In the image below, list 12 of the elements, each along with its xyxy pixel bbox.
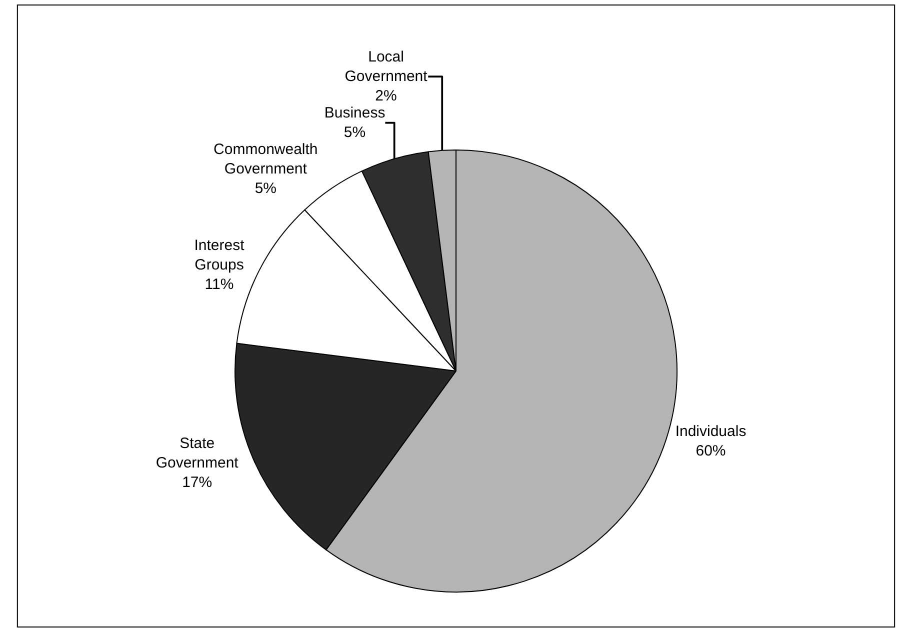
data-label: 5% xyxy=(254,180,277,198)
slice-label: Local Government xyxy=(344,48,428,86)
data-label: 5% xyxy=(344,124,366,142)
data-label: 60% xyxy=(696,442,726,460)
slice-label: State Government xyxy=(156,435,240,472)
slice-label: Interest Groups xyxy=(194,236,246,274)
data-label: 11% xyxy=(204,276,234,293)
slice-label: Commonwealth Government xyxy=(214,141,318,178)
data-label: 17% xyxy=(182,474,212,492)
slice-label: Individuals xyxy=(675,422,746,440)
slice-label: Business xyxy=(324,104,386,122)
data-label: 2% xyxy=(375,88,397,105)
